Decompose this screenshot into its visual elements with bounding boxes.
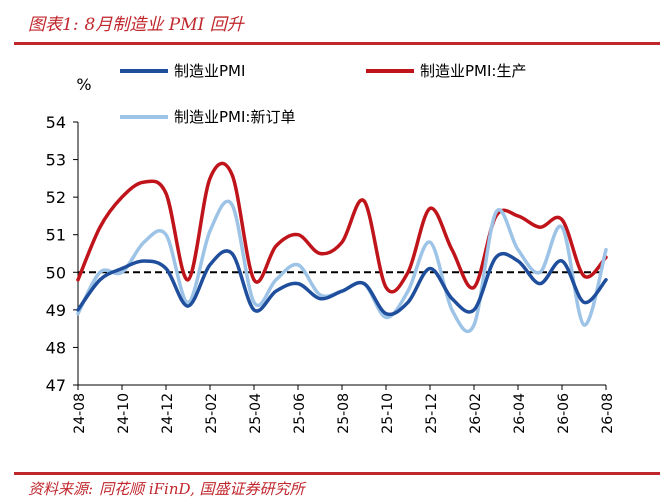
x-tick-label: 26-08 xyxy=(600,393,616,434)
y-tick-label: 49 xyxy=(46,301,66,320)
x-tick-label: 26-06 xyxy=(556,393,572,434)
y-tick-label: 53 xyxy=(46,151,66,170)
series-line-pmi xyxy=(76,249,608,317)
x-tick-label: 25-04 xyxy=(248,393,264,434)
y-tick-label: 47 xyxy=(46,376,66,395)
legend-item-production-label: 制造业PMI:生产 xyxy=(420,62,526,80)
series-line-production xyxy=(76,161,608,294)
y-tick-label: 48 xyxy=(46,338,66,357)
x-tick-label: 26-02 xyxy=(468,393,484,434)
header-rule xyxy=(14,42,660,45)
chart-title: 图表1: 8月制造业 PMI 回升 xyxy=(28,10,250,35)
source-note: 资料来源: 同花顺 iFinD, 国盛证券研究所 xyxy=(28,478,311,499)
x-tick-label: 24-10 xyxy=(116,393,132,434)
y-tick-label: 54 xyxy=(46,113,66,132)
y-tick-label: 50 xyxy=(46,263,66,282)
x-tick-label: 25-12 xyxy=(424,393,440,434)
y-unit-label: % xyxy=(76,75,91,94)
x-tick-label: 25-08 xyxy=(336,393,352,434)
y-tick-label: 52 xyxy=(46,188,66,207)
footer-rule xyxy=(14,472,660,475)
chart-series xyxy=(76,161,608,334)
figure-label: 图表1: xyxy=(28,15,79,35)
legend-item-pmi-label: 制造业PMI xyxy=(174,62,245,80)
figure-title: 8月制造业 PMI 回升 xyxy=(84,15,244,35)
legend-item-new-orders-label: 制造业PMI:新订单 xyxy=(174,108,295,126)
x-tick-label: 24-08 xyxy=(72,393,88,434)
x-tick-label: 25-02 xyxy=(204,393,220,434)
x-tick-label: 25-10 xyxy=(380,393,396,434)
source-text: 同花顺 iFinD, 国盛证券研究所 xyxy=(99,480,305,498)
chart-axes: 47 48 49 50 51 52 53 54% 24-08 24-10 24-12 25-02 25-… xyxy=(46,75,616,434)
y-tick-label: 51 xyxy=(46,226,66,245)
x-tick-label: 25-06 xyxy=(292,393,308,434)
x-tick-label: 26-04 xyxy=(512,393,528,434)
x-tick-label: 24-12 xyxy=(160,393,176,434)
source-label: 资料来源: xyxy=(28,480,94,498)
